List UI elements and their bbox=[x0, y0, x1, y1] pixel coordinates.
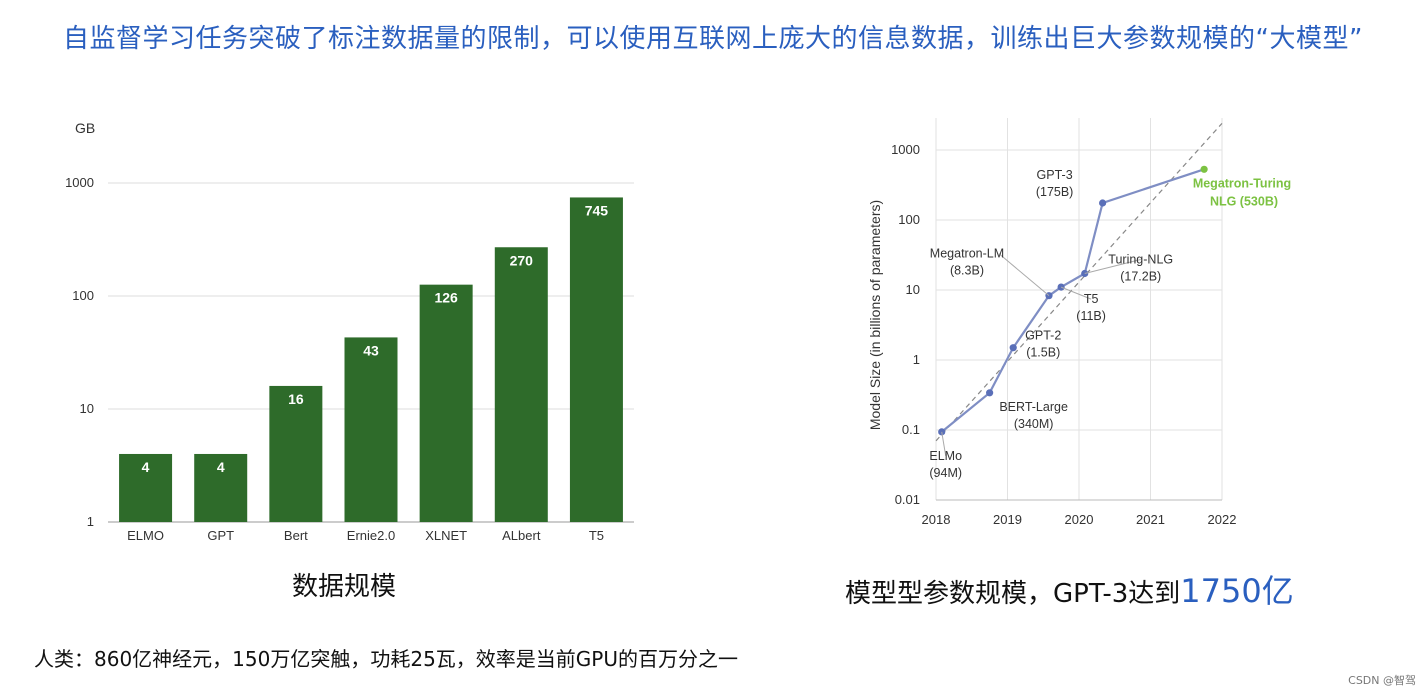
y-tick-label: 0.1 bbox=[902, 422, 920, 437]
point-label: BERT-Large bbox=[999, 400, 1068, 414]
x-tick-label: ALbert bbox=[502, 528, 541, 543]
data-point bbox=[1098, 199, 1107, 207]
bar-value-label: 745 bbox=[585, 202, 609, 218]
point-size-label: (94M) bbox=[929, 466, 962, 480]
x-tick-label: 2021 bbox=[1136, 512, 1165, 527]
x-tick-label: T5 bbox=[589, 528, 604, 543]
y-tick-label: 0.01 bbox=[895, 492, 920, 507]
point-size-label: (8.3B) bbox=[950, 264, 984, 278]
point-label: GPT-3 bbox=[1037, 168, 1073, 182]
label-leader bbox=[998, 253, 1050, 297]
x-tick-label: ELMO bbox=[127, 528, 164, 543]
right-caption-prefix: 模型型参数规模，GPT-3达到 bbox=[845, 579, 1181, 609]
y-tick-label: 1000 bbox=[65, 175, 94, 190]
point-label: NLG (530B) bbox=[1210, 194, 1278, 208]
point-size-label: (340M) bbox=[1014, 417, 1054, 431]
data-point bbox=[1009, 344, 1017, 352]
label-leader bbox=[1060, 286, 1092, 300]
headline: 自监督学习任务突破了标注数据量的限制，可以使用互联网上庞大的信息数据，训练出巨大… bbox=[63, 24, 1363, 54]
y-axis-title: Model Size (in billions of parameters) bbox=[867, 200, 883, 430]
label-leader bbox=[941, 431, 947, 456]
left-caption: 数据规模 bbox=[292, 572, 397, 602]
series-line bbox=[941, 168, 1205, 433]
y-tick-label: 10 bbox=[906, 282, 920, 297]
bar bbox=[419, 284, 473, 522]
data-point bbox=[1200, 165, 1208, 173]
y-tick-label: 1000 bbox=[891, 142, 920, 157]
point-label: Megatron-LM bbox=[930, 247, 1004, 261]
bar bbox=[569, 197, 623, 522]
y-tick-label: 100 bbox=[72, 288, 94, 303]
right-caption-highlight: 1750亿 bbox=[1180, 572, 1294, 610]
point-size-label: (175B) bbox=[1036, 185, 1074, 199]
bar-value-label: 4 bbox=[142, 459, 150, 475]
x-tick-label: 2018 bbox=[922, 512, 951, 527]
label-leader bbox=[1084, 259, 1141, 274]
bar-value-label: 16 bbox=[288, 391, 304, 407]
y-tick-label: 10 bbox=[80, 401, 94, 416]
watermark: CSDN @智驾 bbox=[1348, 674, 1416, 687]
bar bbox=[344, 337, 398, 522]
y-tick-label: 1 bbox=[913, 352, 920, 367]
bar-value-label: 43 bbox=[363, 342, 379, 358]
point-label: Turing-NLG bbox=[1108, 253, 1173, 267]
point-size-label: (17.2B) bbox=[1120, 270, 1161, 284]
y-tick-label: 100 bbox=[898, 212, 920, 227]
x-tick-label: Bert bbox=[284, 528, 308, 543]
x-tick-label: XLNET bbox=[425, 528, 467, 543]
bar-value-label: 126 bbox=[434, 290, 458, 306]
right-caption: 模型型参数规模，GPT-3达到1750亿 bbox=[845, 566, 1294, 612]
x-tick-label: GPT bbox=[207, 528, 234, 543]
bar bbox=[494, 247, 548, 522]
point-label: Megatron-Turing bbox=[1193, 176, 1291, 190]
point-label: GPT-2 bbox=[1025, 329, 1061, 343]
bar bbox=[194, 453, 248, 522]
x-tick-label: 2020 bbox=[1065, 512, 1094, 527]
bar-value-label: 4 bbox=[217, 459, 225, 475]
x-tick-label: 2019 bbox=[993, 512, 1022, 527]
bar-value-label: 270 bbox=[510, 252, 534, 268]
x-tick-label: Ernie2.0 bbox=[347, 528, 395, 543]
point-label: ELMo bbox=[929, 449, 962, 463]
point-size-label: (1.5B) bbox=[1026, 346, 1060, 360]
y-axis-title: GB bbox=[75, 120, 95, 136]
y-tick-label: 1 bbox=[87, 514, 94, 529]
point-label: T5 bbox=[1084, 292, 1099, 306]
bar bbox=[269, 385, 323, 522]
footnote: 人类：860亿神经元，150万亿突触，功耗25瓦，效率是当前GPU的百万分之一 bbox=[34, 647, 738, 671]
x-tick-label: 2022 bbox=[1208, 512, 1237, 527]
data-point bbox=[986, 389, 994, 397]
point-size-label: (11B) bbox=[1076, 309, 1106, 323]
bar bbox=[119, 453, 173, 522]
